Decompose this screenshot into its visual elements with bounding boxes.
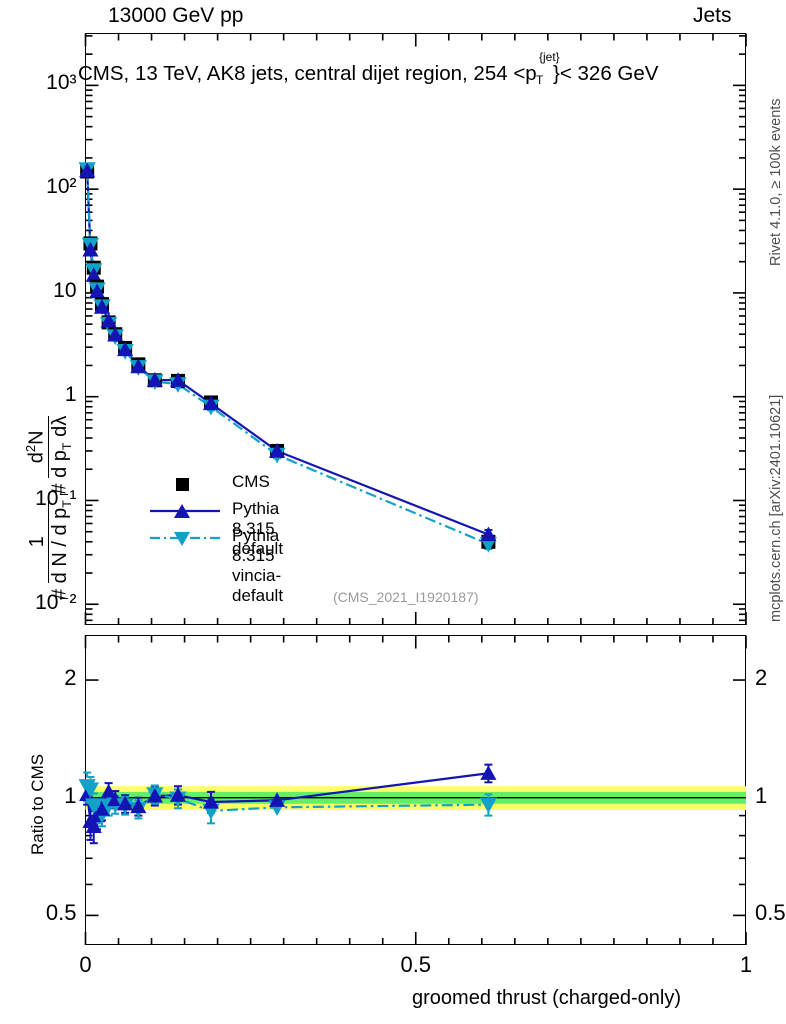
ytick-label-ratio-right: 1 <box>755 782 768 808</box>
ytick-label-ratio: 2 <box>64 665 77 691</box>
analysis-watermark: (CMS_2021_I1920187) <box>333 589 479 605</box>
ratio-datapoint-pythia-default <box>202 793 220 809</box>
ytick-label-main: 10⁻² <box>35 591 77 615</box>
plot-title: CMS, 13 TeV, AK8 jets, central dijet reg… <box>78 62 551 86</box>
legend-marker-pythia-vincia <box>150 532 220 546</box>
datapoint-pythia-default <box>130 358 147 374</box>
ratio-datapoint-pythia-default <box>100 783 117 799</box>
ytick-label-main: 10⁻¹ <box>35 487 77 511</box>
ratio-datapoint-pythia-default <box>169 787 187 802</box>
ratio-datapoint-pythia-default <box>79 786 96 802</box>
datapoint-pythia-default <box>100 312 117 328</box>
xtick-label: 0 <box>79 952 92 977</box>
legend-marker-pythia-default <box>150 504 220 518</box>
datapoint-pythia-default <box>89 283 106 299</box>
plot-title-suffix: {jet} T }< 326 GeV <box>536 50 659 87</box>
ratio-datapoint-pythia-default <box>93 801 111 816</box>
xaxis-label: groomed thrust (charged-only) <box>412 987 682 1009</box>
title-subscript: T <box>536 73 544 87</box>
ratio-datapoint-pythia-default <box>130 798 147 814</box>
ytick-label-main: 10³ <box>46 71 77 95</box>
datapoint-pythia-default <box>79 162 96 178</box>
legend-label-cms: CMS <box>232 472 270 491</box>
datapoint-pythia-default <box>117 341 134 357</box>
datapoint-pythia-default <box>146 371 163 387</box>
legend-label-pythia-vincia: Pythia 8.315 vincia-default <box>232 526 284 605</box>
ytick-label-ratio-right: 2 <box>755 665 768 691</box>
ratio-datapoint-pythia-vincia <box>81 782 100 799</box>
ratio-datapoint-pythia-default <box>268 792 286 807</box>
ratio-datapoint-pythia-default <box>85 818 102 833</box>
title-tail: }< 326 GeV <box>553 62 659 85</box>
datapoint-pythia-default <box>93 299 111 314</box>
ytick-label-ratio: 1 <box>64 782 77 808</box>
ratio-datapoint-pythia-default <box>480 765 497 780</box>
legend-label-pythia-default: Pythia 8.315 default <box>232 499 284 558</box>
ratio-datapoint-pythia-default <box>146 787 163 803</box>
ytick-label-ratio: 0.5 <box>45 900 77 926</box>
datapoint-pythia-default <box>202 395 220 411</box>
datapoint-pythia-default <box>82 241 99 257</box>
ytick-label-main: 10 <box>53 278 77 302</box>
xtick-label: 1 <box>739 952 753 977</box>
ratio-datapoint-pythia-default <box>117 795 134 811</box>
datapoint-pythia-default <box>480 526 497 542</box>
plot-title-text: CMS, 13 TeV, AK8 jets, central dijet reg… <box>78 62 537 85</box>
ytick-label-main: 1 <box>64 382 77 406</box>
ratio-datapoint-pythia-vincia <box>479 797 498 814</box>
datapoint-pythia-default <box>85 267 102 282</box>
header-right: Jets <box>693 4 732 27</box>
ytick-label-ratio-right: 0.5 <box>755 900 786 926</box>
title-superscript: {jet} <box>539 50 560 64</box>
datapoint-pythia-default <box>107 326 124 342</box>
datapoint-pythia-default <box>268 442 286 458</box>
legend-marker-cms <box>176 478 189 491</box>
header-left: 13000 GeV pp <box>108 4 244 27</box>
ytick-label-main: 10² <box>46 175 77 199</box>
datapoint-pythia-default <box>169 372 187 387</box>
xtick-label: 0.5 <box>400 952 432 977</box>
